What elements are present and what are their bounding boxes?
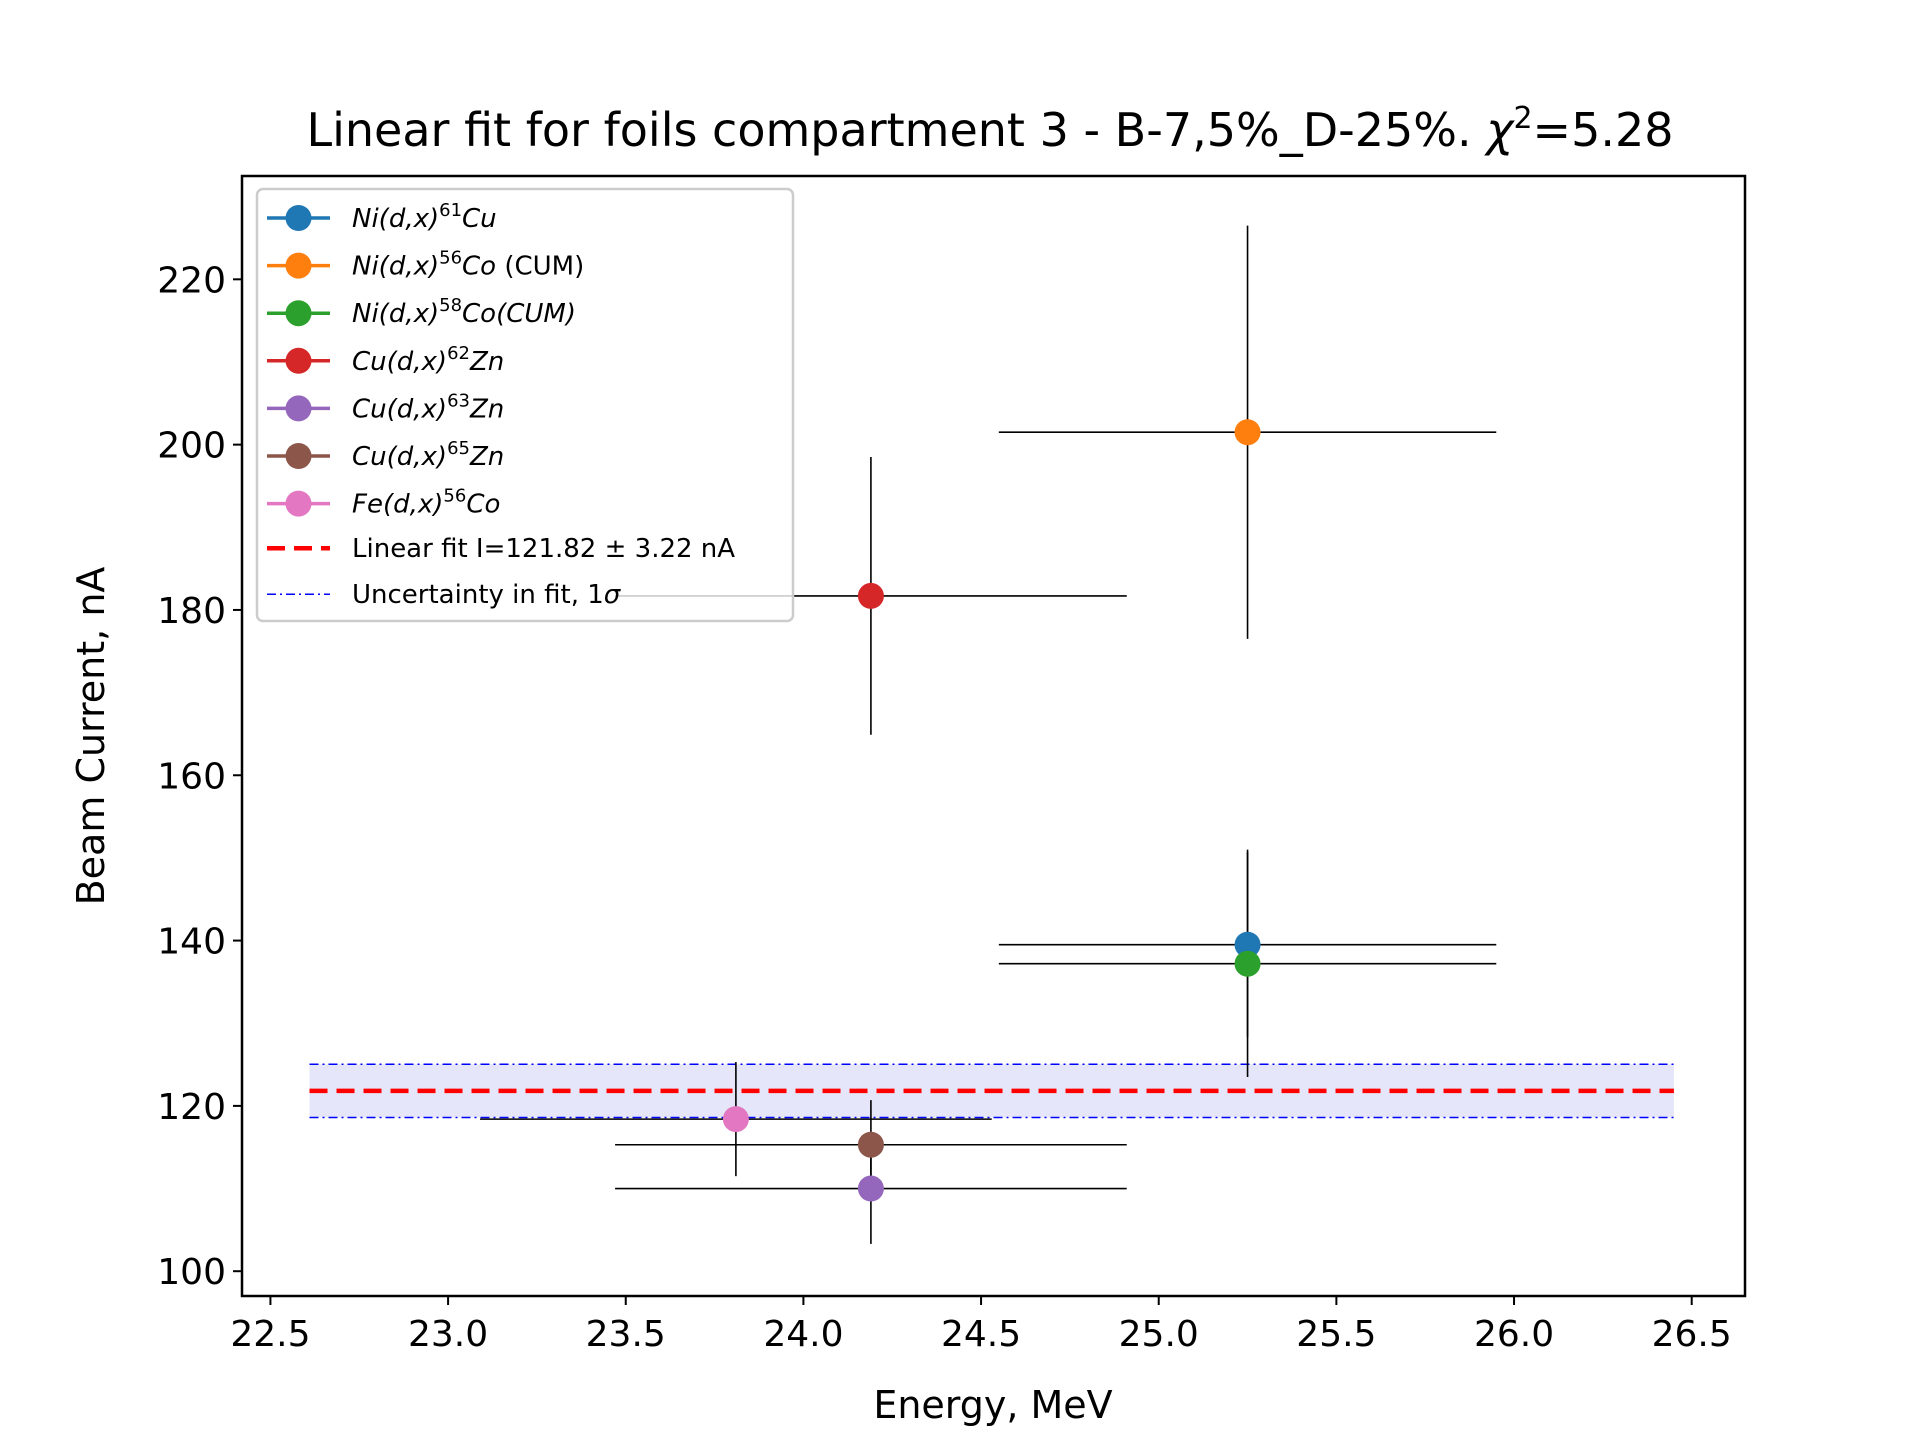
x-tick-label: 24.5: [941, 1314, 1021, 1355]
y-tick-label: 140: [157, 922, 226, 963]
chart-title: Linear fit for foils compartment 3 - B-7…: [306, 101, 1673, 157]
y-axis-ticks: 100 120 140 160 180 200 220: [157, 260, 242, 1293]
y-tick-label: 200: [157, 426, 226, 467]
data-point-4: [857, 1175, 884, 1202]
y-axis-label: Beam Current, nA: [69, 567, 113, 906]
legend-label-3: Cu(d,x)62Zn: [352, 343, 504, 377]
legend-label-1: Ni(d,x)56Co (CUM): [352, 248, 584, 282]
legend-marker-2: [285, 300, 312, 327]
x-tick-label: 23.0: [408, 1314, 488, 1355]
legend-label-uncertainty: Uncertainty in fit, 1σ: [352, 580, 622, 610]
x-tick-label: 25.0: [1119, 1314, 1199, 1355]
data-point-0: [1234, 931, 1261, 958]
y-tick-label: 160: [157, 756, 226, 797]
legend-marker-0: [285, 205, 312, 231]
legend-label-fit: Linear fit I=121.82 ± 3.22 nA: [352, 534, 735, 564]
legend-label-5: Cu(d,x)65Zn: [352, 438, 504, 472]
legend-box: [255, 187, 795, 623]
y-tick-label: 180: [157, 591, 226, 632]
legend-label-0: Ni(d,x)61Cu: [352, 200, 497, 234]
x-tick-label: 26.5: [1652, 1314, 1732, 1355]
x-axis-label: Energy, MeV: [873, 1383, 1112, 1427]
data-point-3: [857, 582, 884, 609]
legend-label-2: Ni(d,x)58Co(CUM): [352, 295, 576, 329]
legend-items: Ni(d,x)61Cu Ni(d,x)56Co (CUM) Ni(d,x)58Co(…: [267, 200, 735, 610]
data-point-2: [1234, 950, 1261, 977]
data-point-1: [1234, 419, 1261, 446]
y-tick-label: 120: [157, 1087, 226, 1128]
x-tick-label: 24.0: [763, 1314, 843, 1355]
legend-marker-1: [285, 252, 312, 279]
legend-label-6: Fe(d,x)56Co: [352, 486, 500, 520]
legend-marker-3: [285, 347, 312, 374]
legend-label-4: Cu(d,x)63Zn: [352, 390, 504, 424]
legend-marker-6: [285, 490, 312, 517]
data-point-5: [857, 1131, 884, 1158]
plot-frame: [240, 174, 1747, 1298]
x-tick-label: 26.0: [1474, 1314, 1554, 1355]
x-axis-ticks: 22.5 23.0 23.5 24.0 24.5 25.0 25.5 26.0 26.5: [230, 1296, 1732, 1355]
data-point-layer: [722, 419, 1261, 1202]
legend-marker-5: [285, 443, 312, 469]
x-tick-label: 25.5: [1296, 1314, 1376, 1355]
y-tick-label: 220: [157, 260, 226, 301]
y-tick-label: 100: [157, 1252, 226, 1293]
x-tick-label: 23.5: [586, 1314, 666, 1355]
data-point-6: [722, 1106, 749, 1133]
x-tick-label: 22.5: [230, 1314, 310, 1355]
legend: Ni(d,x)61Cu Ni(d,x)56Co (CUM) Ni(d,x)58Co(…: [255, 187, 795, 623]
legend-marker-4: [285, 395, 312, 422]
